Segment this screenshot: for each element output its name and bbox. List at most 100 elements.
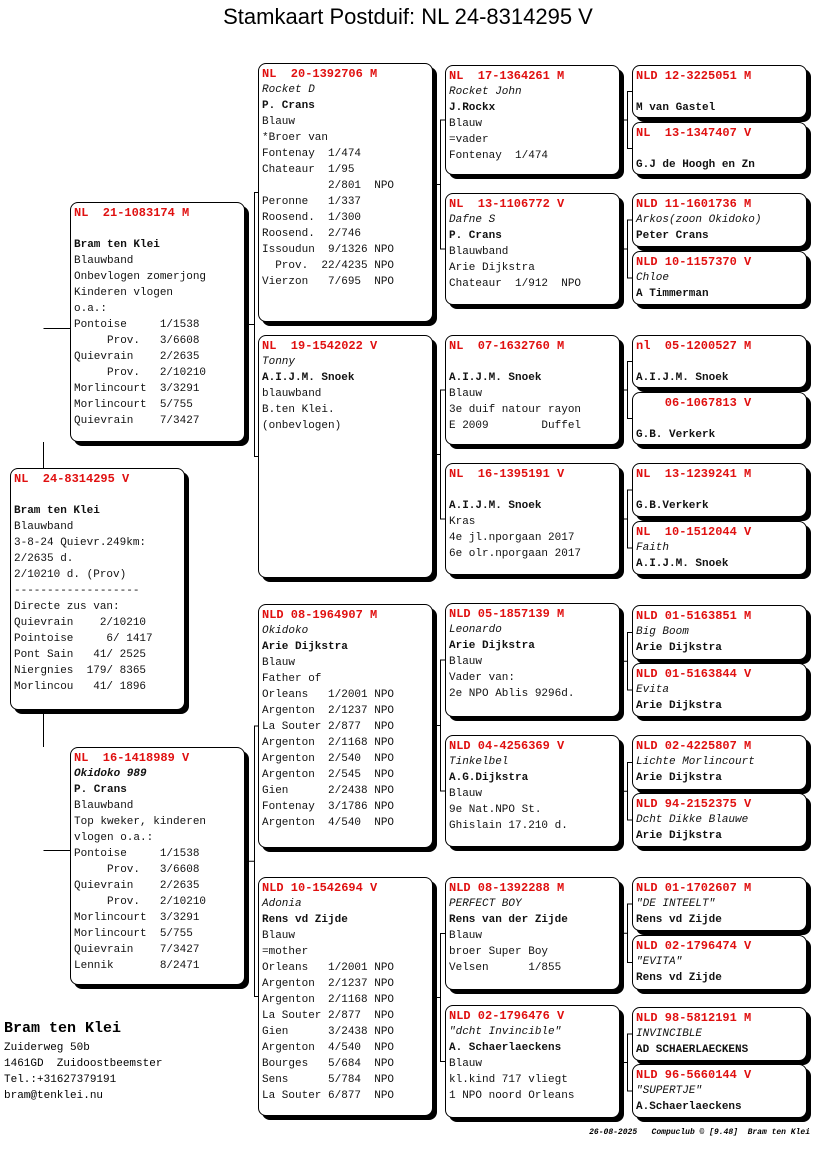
card-line: Fontenay 3/1786 NPO (262, 801, 395, 813)
card-line: Niergnies 179/ 8365 (14, 665, 147, 677)
card-line: 2/10210 d. (Prov) (14, 569, 127, 581)
card-line: "EVITA" (636, 956, 683, 968)
card-line: Rens vd Zijde (636, 914, 722, 926)
card-line: P. Crans (74, 784, 127, 796)
card-line: A. Schaerlaeckens (449, 1042, 562, 1054)
card-line: M van Gastel (636, 102, 716, 114)
card-line: 1 NPO noord Orleans (449, 1090, 575, 1102)
ancestor-card-gen3-7: NLD 08-1392288 M PERFECT BOY Rens van der … (445, 877, 620, 990)
ring-number: nl 05-1200527 M (636, 339, 752, 353)
card-line: 4e jl.nporgaan 2017 (449, 532, 575, 544)
card-line: Vader van: (449, 672, 516, 684)
card-line: Fontenay 1/474 (262, 148, 362, 160)
card-line: Peronne 1/337 (262, 196, 362, 208)
card-line: Rens vd Zijde (636, 972, 722, 984)
card-line: Chateaur 1/95 (262, 164, 355, 176)
owner-info: Bram ten Klei Zuiderweg 50b 1461GD Zuidoos… (4, 1018, 162, 1104)
ring-number: NLD 11-1601736 M (636, 197, 752, 211)
ancestor-card-gen1-1: NL 21-1083174 M Bram ten Klei Blauwband Onb… (70, 202, 245, 442)
ancestor-card-gen4-13: NLD 01-1702607 M "DE INTEELT" Rens vd Zijd… (632, 877, 807, 931)
card-line: Evita (636, 684, 670, 696)
ring-number: NLD 01-5163851 M (636, 609, 752, 623)
card-line: Argenton 4/540 NPO (262, 817, 395, 829)
card-line: Argenton 4/540 NPO (262, 1042, 395, 1054)
card-line: Blauw (449, 788, 483, 800)
ancestor-card-gen3-3: NL 07-1632760 M A.I.J.M. Snoek Blauw 3e dui… (445, 335, 620, 445)
ring-number: NLD 02-4225807 M (636, 739, 752, 753)
ring-number: NLD 08-1392288 M (449, 881, 565, 895)
card-line: Blauwband (14, 521, 74, 533)
card-line: Roosend. 1/300 (262, 212, 362, 224)
card-line: INVINCIBLE (636, 1028, 703, 1040)
card-line: Prov. 3/6608 (74, 335, 200, 347)
footer: 26-08-2025 Compuclub © [9.48] Bram ten K… (589, 1128, 810, 1137)
card-line: Roosend. 2/746 (262, 228, 362, 240)
card-line: 3e duif natour rayon (449, 404, 582, 416)
card-line: J.Rockx (449, 102, 496, 114)
ancestor-card-gen3-2: NL 13-1106772 V Dafne S P. Crans Blauwband A… (445, 193, 620, 305)
card-line: Blauw (449, 118, 483, 130)
owner-phone: Tel.:+31627379191 (4, 1074, 117, 1086)
ring-number: NLD 04-4256369 V (449, 739, 565, 753)
card-line: La Souter 2/877 NPO (262, 1010, 395, 1022)
ring-number: NLD 01-5163844 V (636, 667, 752, 681)
card-line: Rocket John (449, 86, 522, 98)
card-line: Quievrain 2/2635 (74, 351, 200, 363)
card-line (14, 487, 181, 503)
ring-number: NLD 96-5660144 V (636, 1068, 752, 1082)
card-line: Quievrain 7/3427 (74, 415, 200, 427)
ancestor-card-gen3-1: NL 17-1364261 M Rocket John J.Rockx Blauw =v… (445, 65, 620, 175)
card-line: P. Crans (262, 100, 315, 112)
card-line: Kras (449, 516, 476, 528)
card-line (636, 482, 803, 498)
card-line: Bram ten Klei (14, 505, 100, 517)
ancestor-card-gen4-14: NLD 02-1796474 V "EVITA" Rens vd Zijde (632, 935, 807, 990)
card-line: Vierzon 7/695 NPO (262, 276, 395, 288)
ancestor-card-gen3-8: NLD 02-1796476 V "dcht Invincible" A. Scha… (445, 1005, 620, 1118)
card-line: Prov. 22/4235 NPO (262, 260, 395, 272)
card-line: Gien 2/2438 NPO (262, 785, 395, 797)
ancestor-card-gen2-4: NLD 10-1542694 V Adonia Rens vd Zijde Blauw… (258, 877, 433, 1116)
card-line: Blauw (449, 930, 483, 942)
ancestor-card-gen2-1: NL 20-1392706 M Rocket D P. Crans Blauw *Bro… (258, 63, 433, 322)
card-line: Okidoko (262, 625, 309, 637)
card-line: Tinkelbel (449, 756, 509, 768)
card-line: Dcht Dikke Blauwe (636, 814, 749, 826)
card-line: Lichte Morlincourt (636, 756, 755, 768)
card-line: Big Boom (636, 626, 689, 638)
card-line: 3-8-24 Quievr.249km: (14, 537, 147, 549)
ring-number: NL 07-1632760 M (449, 339, 565, 353)
ancestor-card-gen4-4: NLD 10-1157370 V Chloe A Timmerman (632, 251, 807, 305)
card-line: Arie Dijkstra (636, 700, 722, 712)
card-line: Arie Dijkstra (636, 772, 722, 784)
card-line: Blauw (449, 1058, 483, 1070)
card-line: Onbevlogen zomerjong (74, 271, 207, 283)
ring-number: NLD 10-1542694 V (262, 881, 378, 895)
footer-date: 26-08-2025 (589, 1128, 638, 1137)
card-line: Tonny (262, 356, 296, 368)
card-line: 6e olr.nporgaan 2017 (449, 548, 582, 560)
card-line: Directe zus van: (14, 601, 120, 613)
card-line: A.G.Dijkstra (449, 772, 529, 784)
ancestor-card-gen3-5: NLD 05-1857139 M Leonardo Arie Dijkstra Bla… (445, 603, 620, 717)
ancestor-card-gen4-2: NL 13-1347407 V G.J de Hoogh en Zn (632, 122, 807, 175)
ring-number: 06-1067813 V (636, 396, 752, 410)
card-line: Arie Dijkstra (449, 640, 535, 652)
card-line: Blauw (262, 116, 296, 128)
owner-email[interactable]: bram@tenklei.nu (4, 1090, 104, 1102)
ring-number: NL 16-1418989 V (74, 751, 190, 765)
card-line: Leonardo (449, 624, 502, 636)
card-line: Morlincourt 3/3291 (74, 383, 200, 395)
card-line: Argenton 2/545 NPO (262, 769, 395, 781)
card-line: Issoudun 9/1326 NPO (262, 244, 395, 256)
card-line: Rens vd Zijde (262, 914, 348, 926)
ring-number: NLD 08-1964907 M (262, 608, 378, 622)
card-line: Orleans 1/2001 NPO (262, 689, 395, 701)
ancestor-card-gen2-3: NLD 08-1964907 M Okidoko Arie Dijkstra Blau… (258, 604, 433, 848)
card-line: Morlincou 41/ 1896 (14, 681, 147, 693)
card-line: Quievrain 7/3427 (74, 944, 200, 956)
card-line: Argenton 2/1168 NPO (262, 994, 395, 1006)
ring-number: NL 19-1542022 V (262, 339, 378, 353)
card-line: E 2009 Duffel (449, 420, 582, 432)
card-line: Pontoise 1/1538 (74, 319, 200, 331)
